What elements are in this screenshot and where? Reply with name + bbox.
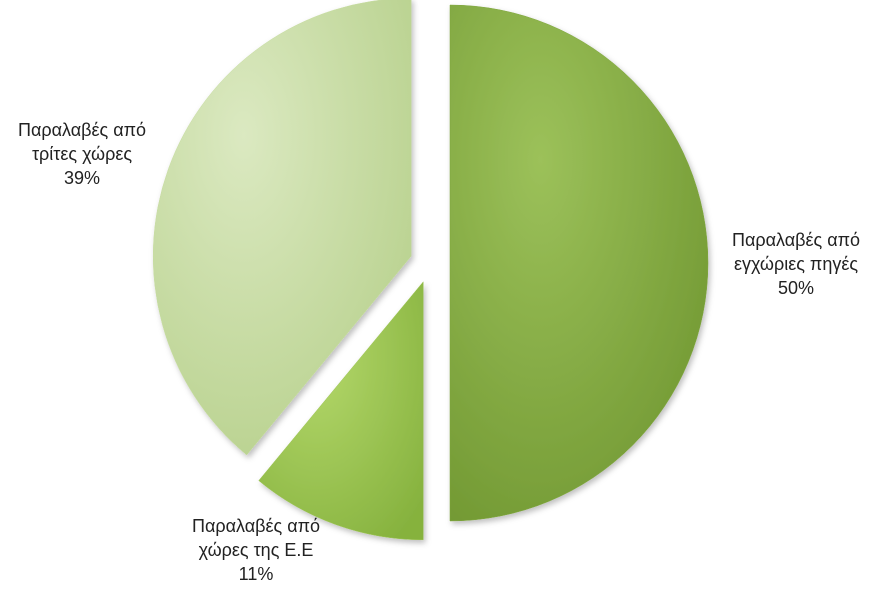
slice-percent-eu: 11%: [238, 564, 274, 584]
slice-label-third-line-2: τρίτες χώρες: [31, 144, 133, 164]
pie-slices: [152, 0, 709, 541]
slice-label-eu-countries: Παραλαβές από χώρες της Ε.Ε 11%: [168, 514, 344, 586]
slice-label-third-line-1: Παραλαβές από: [17, 120, 147, 140]
pie-slice-eu-countries: [258, 281, 424, 541]
slice-label-third-countries: Παραλαβές από τρίτες χώρες 39%: [0, 118, 164, 190]
pie-slice-third-countries: [152, 0, 412, 456]
slice-label-domestic-line-2: εγχώριες πηγές: [733, 254, 859, 274]
slice-label-eu-line-1: Παραλαβές από: [191, 516, 321, 536]
pie-slice-domestic-sources: [449, 4, 709, 522]
slice-percent-domestic: 50%: [777, 278, 815, 298]
slice-label-domestic-sources: Παραλαβές από εγχώριες πηγές 50%: [712, 228, 880, 300]
slice-percent-third: 39%: [63, 168, 101, 188]
slice-label-domestic-line-1: Παραλαβές από: [731, 230, 861, 250]
slice-label-eu-line-2: χώρες της Ε.Ε: [198, 540, 314, 560]
